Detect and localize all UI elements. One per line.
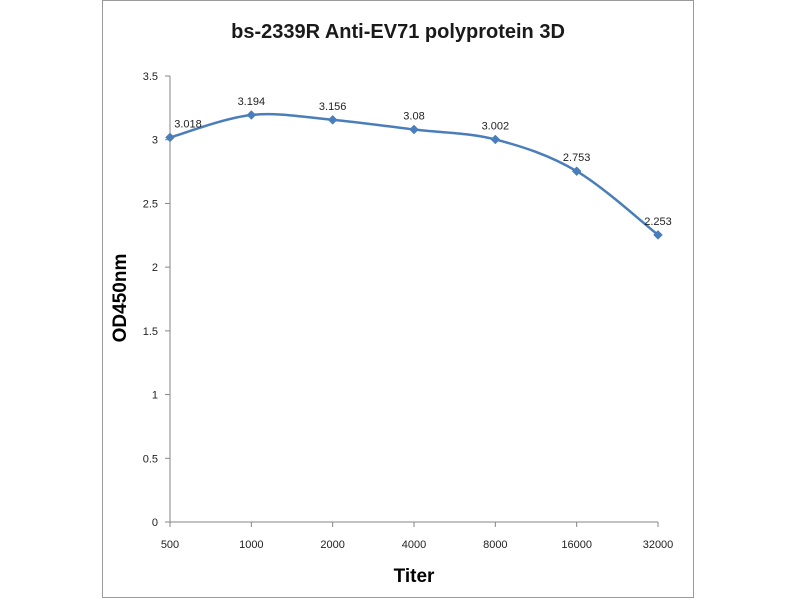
x-tick-label: 8000: [483, 539, 507, 551]
y-tick-label: 0.5: [143, 453, 158, 465]
data-point-marker: [246, 110, 257, 120]
data-label: 3.002: [482, 120, 510, 132]
data-point-marker: [490, 134, 501, 145]
chart-frame: [102, 0, 694, 598]
y-tick-label: 3: [152, 135, 158, 147]
x-axis-title: Titer: [394, 566, 435, 587]
data-label: 3.156: [319, 101, 347, 113]
y-axis-title: OD450nm: [110, 254, 131, 343]
data-point-marker: [327, 114, 338, 125]
data-point-marker: [571, 166, 582, 177]
data-point-marker: [653, 230, 663, 240]
y-tick-label: 2: [152, 262, 158, 274]
x-tick-label: 16000: [561, 539, 592, 551]
x-axis: 500 1000 2000 4000 8000 16000 32000: [161, 521, 674, 551]
chart-title: bs-2339R Anti-EV71 polyprotein 3D: [231, 21, 565, 43]
series-group: [165, 110, 663, 240]
x-tick-label: 32000: [643, 539, 674, 551]
x-tick-label: 4000: [402, 539, 426, 551]
x-tick-label: 1000: [239, 539, 263, 551]
data-labels: 3.018 3.194 3.156 3.08 3.002 2.753 2.253: [174, 96, 672, 228]
data-label: 3.194: [238, 96, 266, 108]
y-tick-label: 0: [152, 517, 158, 529]
x-tick-label: 2000: [320, 539, 344, 551]
y-axis: 0 0.5 1 1.5 2 2.5 3 3.5: [143, 71, 171, 529]
data-label: 2.253: [644, 216, 672, 228]
data-label: 3.08: [403, 111, 424, 123]
y-tick-label: 1: [152, 390, 158, 402]
data-label: 3.018: [174, 118, 202, 130]
data-point-marker: [409, 124, 419, 135]
y-tick-label: 2.5: [143, 198, 158, 210]
y-tick-label: 1.5: [143, 326, 158, 338]
data-label: 2.753: [563, 152, 591, 164]
y-tick-label: 3.5: [143, 71, 158, 83]
x-tick-label: 500: [161, 539, 179, 551]
data-point-marker: [165, 132, 175, 143]
